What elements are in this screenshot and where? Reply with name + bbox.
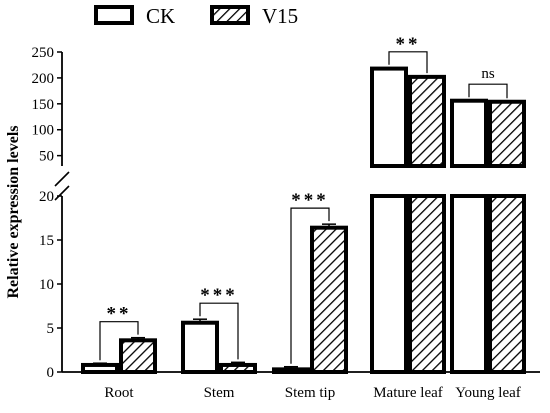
significance-bracket xyxy=(388,51,428,74)
bars xyxy=(81,66,526,375)
significance-label: *** xyxy=(200,285,238,306)
bar-v15-lower xyxy=(408,194,446,374)
axis-break-mark xyxy=(54,185,70,201)
y-tick-label: 200 xyxy=(32,71,55,87)
bar-v15 xyxy=(488,99,526,374)
significance-bracket xyxy=(199,302,239,360)
significance-label: ns xyxy=(481,66,495,82)
bar-v15 xyxy=(310,223,348,374)
bar-v15 xyxy=(119,338,157,375)
significance-bracket xyxy=(99,321,139,361)
y-tick-label: 0 xyxy=(47,365,55,381)
y-tick-label: 50 xyxy=(39,149,54,165)
bar-ck-upper xyxy=(450,98,488,168)
legend: CK V15 xyxy=(94,4,298,28)
legend-label-ck: CK xyxy=(146,4,175,28)
x-tick-label: Root xyxy=(104,385,134,401)
significance-label: *** xyxy=(291,190,329,211)
y-tick-label: 100 xyxy=(32,123,55,139)
bar-ck xyxy=(272,365,310,374)
labels: Root ** Stem *** Stem tip *** Mature leaf ** You… xyxy=(99,34,521,401)
bar-ck xyxy=(272,367,310,374)
bar-v15-upper xyxy=(488,99,526,168)
bar-ck-upper xyxy=(370,66,408,168)
bar-ck-lower xyxy=(370,194,408,374)
bar-ck xyxy=(181,320,219,374)
bar-v15 xyxy=(408,74,446,374)
bar-v15 xyxy=(219,361,257,374)
significance-label: ** xyxy=(396,34,421,55)
y-tick-label: 5 xyxy=(47,321,55,337)
bar-v15-lower xyxy=(488,194,526,374)
legend-label-v15: V15 xyxy=(262,4,298,28)
y-tick-label: 150 xyxy=(32,97,55,113)
significance-label: ** xyxy=(107,304,132,325)
y-tick-label: 15 xyxy=(39,233,54,249)
bar-ck xyxy=(450,98,488,374)
bar-v15 xyxy=(219,362,257,374)
bar-v15 xyxy=(119,336,157,375)
axis-break-mark xyxy=(54,171,70,187)
legend-swatch-ck xyxy=(94,5,134,25)
significance-bracket xyxy=(468,83,508,99)
x-tick-label: Stem tip xyxy=(285,385,335,401)
x-tick-label: Stem xyxy=(204,385,235,401)
bar-ck-lower xyxy=(450,194,488,374)
bar-ck xyxy=(370,66,408,374)
x-tick-label: Mature leaf xyxy=(373,385,443,401)
significance-bracket xyxy=(290,207,330,364)
y-tick-label: 20 xyxy=(39,189,54,205)
bar-v15-upper xyxy=(408,74,446,168)
y-tick-label: 10 xyxy=(39,277,54,293)
bar-ck xyxy=(81,362,119,374)
bar-ck xyxy=(81,362,119,374)
x-tick-label: Young leaf xyxy=(455,385,521,401)
y-axis-label: Relative expression levels xyxy=(5,125,22,298)
legend-swatch-v15 xyxy=(210,5,250,25)
bar-v15 xyxy=(310,225,348,374)
bar-ck xyxy=(181,318,219,374)
y-tick-label: 250 xyxy=(32,45,55,61)
